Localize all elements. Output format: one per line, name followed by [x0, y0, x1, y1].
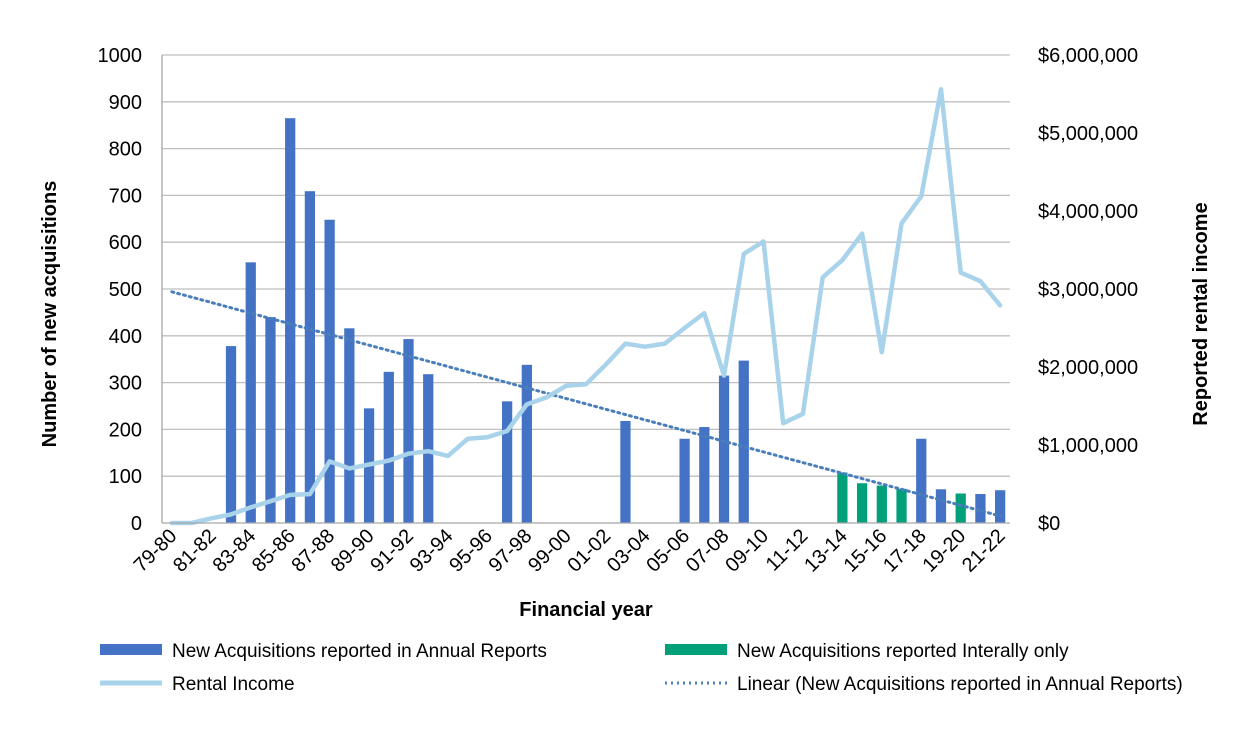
bar	[265, 317, 276, 523]
legend-label-annual-reports: New Acquisitions reported in Annual Repo…	[172, 641, 547, 662]
bar	[896, 488, 907, 523]
legend-label-linear: Linear (New Acquisitions reported in Ann…	[737, 674, 1183, 695]
bar	[225, 346, 237, 523]
x-tick-label: 15-16	[840, 525, 892, 577]
gridlines	[162, 54, 1010, 477]
x-tick-label: 87-88	[287, 525, 339, 577]
legend-item-internal: New Acquisitions reported Interally only	[665, 641, 1069, 662]
y2-tick-label: $2,000,000	[1038, 357, 1138, 379]
bar	[285, 118, 296, 524]
bar	[955, 493, 966, 523]
y-tick-label: 600	[109, 232, 142, 254]
x-tick-label: 95-96	[445, 525, 497, 577]
x-tick-label: 03-04	[603, 525, 655, 577]
axes	[161, 55, 1010, 524]
x-tick-label: 89-90	[327, 525, 379, 577]
y-tick-label: 900	[109, 92, 142, 114]
y-tick-label: 400	[109, 326, 142, 348]
legend-item-annual-reports: New Acquisitions reported in Annual Repo…	[100, 641, 547, 662]
rental-income-polyline	[169, 87, 1003, 526]
y-tick-label: 1000	[98, 45, 143, 67]
x-tick-label: 19-20	[919, 525, 971, 577]
x-tick-label: 99-00	[524, 525, 576, 577]
legend-label-rental-income: Rental Income	[172, 674, 295, 695]
bar	[856, 483, 868, 523]
y2-tick-label: $3,000,000	[1038, 279, 1138, 301]
trendline-path	[170, 290, 1002, 518]
bar	[995, 490, 1006, 523]
bar	[699, 427, 710, 523]
bar	[837, 472, 848, 523]
legend-item-rental-income: Rental Income	[100, 674, 295, 695]
y2-tick-label: $4,000,000	[1038, 201, 1138, 223]
legend: New Acquisitions reported in Annual Repo…	[100, 641, 1183, 695]
y-axis-title: Number of new acquisitions	[39, 181, 61, 448]
bar	[245, 262, 256, 523]
x-tick-label: 93-94	[406, 525, 458, 577]
bar	[935, 489, 947, 523]
legend-item-linear: Linear (New Acquisitions reported in Ann…	[665, 674, 1183, 695]
bar	[521, 364, 532, 523]
y-tick-label: 800	[109, 139, 142, 161]
x-tick-label: 83-84	[209, 525, 261, 577]
bar	[344, 328, 355, 523]
y2-tick-label: $5,000,000	[1038, 123, 1138, 145]
y-tick-label: 500	[109, 279, 142, 301]
x-tick-label: 21-22	[958, 525, 1010, 577]
bar	[304, 191, 316, 524]
y-tick-label: 100	[109, 466, 142, 488]
x-tick-label: 17-18	[879, 525, 931, 577]
bar	[876, 485, 887, 523]
x-tick-label: 97-98	[485, 525, 537, 577]
trendline	[170, 290, 1002, 518]
x-tick-label: 91-92	[366, 525, 418, 577]
x-tick-label: 85-86	[248, 525, 300, 577]
legend-label-internal: New Acquisitions reported Interally only	[737, 641, 1069, 662]
legend-swatch-internal	[665, 644, 727, 655]
bar	[620, 420, 631, 523]
bar	[718, 375, 730, 523]
y-tick-label: 300	[109, 373, 142, 395]
y2-tick-label: $1,000,000	[1038, 435, 1138, 457]
x-tick-label: 11-12	[762, 525, 813, 576]
bar	[403, 339, 414, 523]
legend-swatch-annual-reports	[100, 644, 162, 655]
x-tick-label: 81-82	[169, 525, 221, 577]
x-tick-label: 13-14	[800, 525, 852, 577]
x-tick-label: 09-10	[721, 525, 773, 577]
y-tick-label: 200	[109, 419, 142, 441]
x-tick-label: 01-02	[564, 525, 616, 577]
bar	[324, 219, 335, 523]
x-tick-label: 07-08	[682, 525, 734, 577]
y2-tick-label: $6,000,000	[1038, 45, 1138, 67]
x-tick-label: 05-06	[642, 525, 694, 577]
x-axis-title: Financial year	[519, 599, 653, 621]
y-tick-label: 700	[109, 185, 142, 207]
y2-tick-label: $0	[1038, 513, 1060, 535]
bar	[423, 374, 434, 523]
bar	[501, 401, 513, 523]
bar	[679, 438, 690, 523]
bar	[383, 371, 394, 523]
bar	[975, 493, 986, 523]
bar	[916, 438, 927, 523]
y2-axis-title: Reported rental income	[1190, 202, 1212, 425]
bar	[738, 360, 749, 523]
rental-income-line	[169, 87, 1003, 526]
y-tick-label: 0	[131, 513, 142, 535]
